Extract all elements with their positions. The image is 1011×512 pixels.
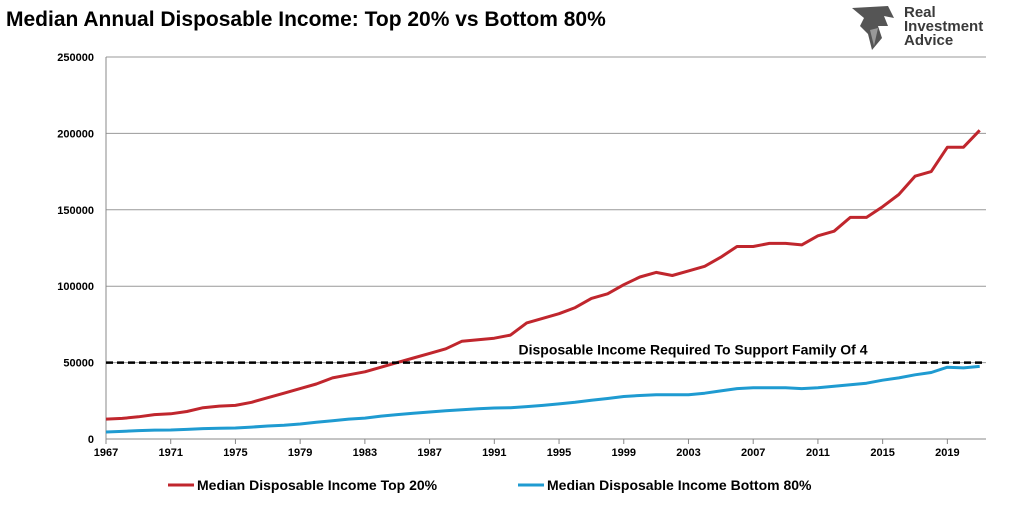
series-line-top20: [105, 129, 981, 421]
x-tick-label: 2019: [935, 447, 959, 459]
legend-label: Median Disposable Income Bottom 80%: [547, 477, 812, 493]
logo: Real Investment Advice: [848, 4, 998, 54]
x-tick-label: 2011: [806, 447, 830, 459]
series-line-bottom80: [105, 364, 980, 434]
x-tick-label: 2007: [741, 447, 765, 459]
x-tick-label: 2003: [676, 447, 700, 459]
legend-label: Median Disposable Income Top 20%: [197, 477, 438, 493]
logo-text: Real Investment Advice: [904, 4, 984, 49]
x-tick-label: 1979: [288, 447, 312, 459]
threshold-annotation: Disposable Income Required To Support Fa…: [518, 342, 867, 358]
x-tick-label: 1967: [94, 447, 118, 459]
x-tick-label: 1987: [417, 447, 441, 459]
x-tick-label: 2015: [870, 447, 894, 459]
x-tick-label: 1999: [612, 447, 636, 459]
x-tick-label: 1975: [223, 447, 247, 459]
y-tick-label: 0: [88, 434, 94, 446]
x-tick-label: 1991: [482, 447, 506, 459]
chart-title: Median Annual Disposable Income: Top 20%…: [6, 8, 606, 31]
x-tick-label: 1983: [353, 447, 377, 459]
x-tick-label: 1971: [158, 447, 182, 459]
x-tick-label: 1995: [547, 447, 571, 459]
y-tick-label: 50000: [63, 358, 94, 370]
y-tick-label: 150000: [57, 205, 94, 217]
y-tick-label: 100000: [57, 281, 94, 293]
eagle-logo-icon: [852, 6, 894, 50]
y-tick-label: 250000: [57, 52, 94, 64]
y-tick-label: 200000: [57, 128, 94, 140]
